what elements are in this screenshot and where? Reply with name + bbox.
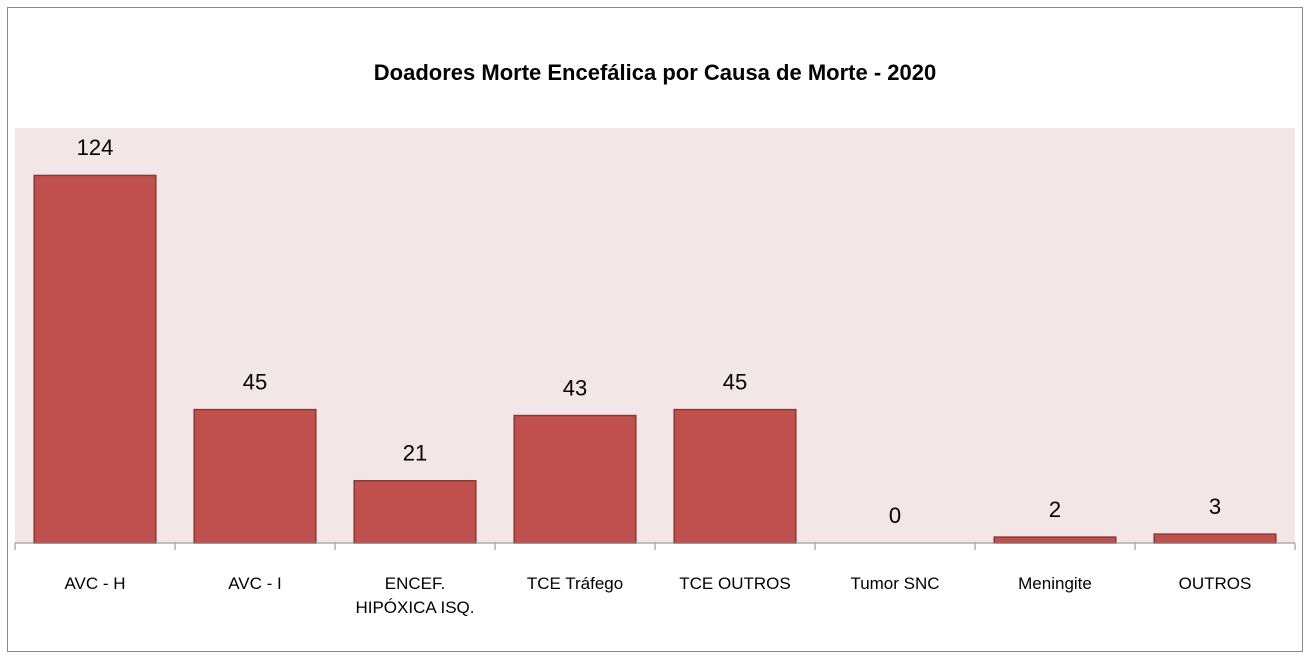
x-tick-label: AVC - I xyxy=(228,574,282,593)
data-label: 45 xyxy=(723,369,747,394)
bar xyxy=(513,414,637,544)
data-label: 43 xyxy=(563,375,587,400)
data-label: 3 xyxy=(1209,494,1221,519)
bar xyxy=(353,480,477,544)
chart-title: Doadores Morte Encefálica por Causa de M… xyxy=(374,60,936,85)
bar xyxy=(193,408,317,544)
data-label: 124 xyxy=(77,135,114,160)
bar xyxy=(33,174,157,544)
x-tick-label: Tumor SNC xyxy=(850,574,940,593)
x-tick-label: OUTROS xyxy=(1178,574,1252,593)
x-tick-label: AVC - H xyxy=(64,574,126,593)
data-label: 45 xyxy=(243,369,267,394)
data-label: 0 xyxy=(889,503,901,528)
x-tick-label: Meningite xyxy=(1018,574,1092,593)
x-tick-label: TCE OUTROS xyxy=(679,574,791,593)
bar xyxy=(1153,533,1277,544)
data-label: 2 xyxy=(1049,497,1061,522)
bar xyxy=(673,408,797,544)
x-tick-label: ENCEF. HIPÓXICA ISQ. xyxy=(355,574,475,617)
data-label: 21 xyxy=(403,441,427,466)
x-tick-label: TCE Tráfego xyxy=(526,574,624,593)
bar xyxy=(993,536,1117,544)
